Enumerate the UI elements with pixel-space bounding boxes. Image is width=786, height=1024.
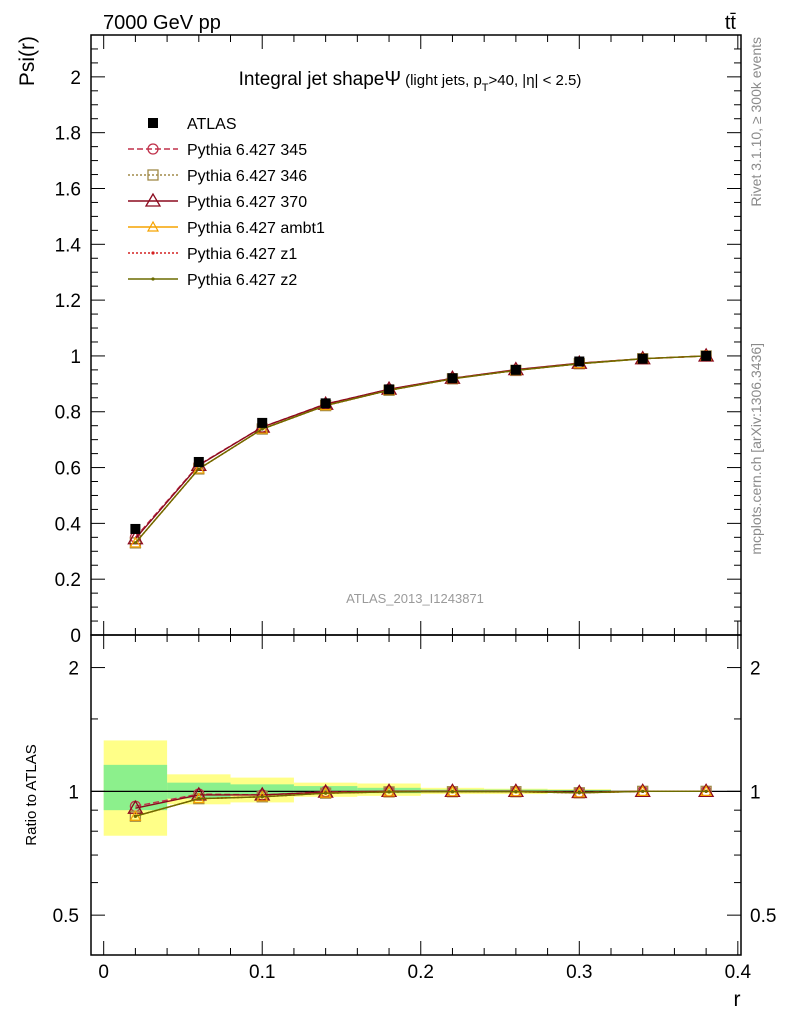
ratio-series-marker <box>514 790 518 794</box>
legend-marker <box>144 192 162 207</box>
ratio-series-marker <box>254 786 271 801</box>
ratio-series-marker <box>571 784 588 799</box>
ratio-series-marker <box>444 783 461 798</box>
legend: ATLAS Pythia 6.427 345 Pythia 6.427 346 Pyt… <box>128 116 325 289</box>
mcplots-label: mcplots.cern.ch [arXiv:1306.3436] <box>748 343 764 555</box>
legend-label: Pythia 6.427 z1 <box>187 246 297 263</box>
main-y-tick-label: 1.8 <box>55 124 81 145</box>
main-y-tick-label: 0.6 <box>55 459 81 480</box>
atlas-data-point <box>510 364 521 375</box>
process-label: tt̄ <box>725 12 737 34</box>
ratio-series-marker <box>127 799 144 814</box>
ratio-y-tick-label: 1 <box>68 782 79 803</box>
main-title-cut-prefix: (light jets, p <box>405 72 482 89</box>
legend-marker <box>151 251 155 255</box>
ratio-plot-panel: 0.5 0.5 1 1 2 2 0 0.1 0.2 0.3 0.4 Ratio to ATLAS r <box>23 634 776 1011</box>
legend-label: Pythia 6.427 z2 <box>187 272 297 289</box>
ratio-series-marker <box>133 814 137 818</box>
main-y-tick-label: 0.2 <box>55 570 81 591</box>
main-series-marker <box>260 427 264 431</box>
atlas-data-point <box>384 384 395 395</box>
legend-label: Pythia 6.427 ambt1 <box>187 220 325 237</box>
x-tick-label: 0.1 <box>249 962 275 983</box>
ratio-series-marker <box>697 783 715 798</box>
energy-label: 7000 GeV pp <box>103 12 221 34</box>
main-y-tick-label: 1.2 <box>55 291 81 312</box>
rivet-label: Rivet 3.1.10, ≥ 300k events <box>748 37 764 207</box>
atlas-data-point <box>320 398 331 409</box>
main-y-tick-label: 1.6 <box>55 179 81 200</box>
legend-marker <box>146 220 160 232</box>
atlas-data-point <box>193 456 204 467</box>
main-y-tick-label: 0.8 <box>55 403 81 424</box>
ratio-y-tick-label-right: 2 <box>750 659 761 680</box>
ratio-band-inner <box>167 782 231 799</box>
legend-marker-atlas <box>148 118 158 128</box>
main-title: Integral jet shapeΨ (light jets, pT>40, |… <box>239 68 582 94</box>
ratio-series-marker <box>324 791 328 795</box>
x-tick-label: 0.3 <box>566 962 592 983</box>
ratio-y-tick-label: 2 <box>68 659 79 680</box>
legend-marker <box>151 277 155 281</box>
ratio-series-marker <box>577 791 581 795</box>
legend-label: Pythia 6.427 370 <box>187 194 307 211</box>
main-y-tick-label: 2 <box>70 68 81 89</box>
main-title-text: Integral jet shape <box>239 69 385 90</box>
ratio-series-marker <box>387 790 391 794</box>
main-series-marker <box>197 467 201 471</box>
ratio-y-axis-label: Ratio to ATLAS <box>23 744 40 845</box>
atlas-data-point <box>574 356 585 367</box>
main-title-cut-sub: T <box>482 82 489 94</box>
x-axis-label: r <box>734 988 741 1011</box>
legend-label-atlas: ATLAS <box>187 116 237 133</box>
main-series-marker <box>192 462 205 474</box>
main-series-line <box>134 355 707 540</box>
x-tick-label: 0 <box>98 962 109 983</box>
ratio-series-line <box>135 790 707 817</box>
ratio-series-marker <box>641 789 645 793</box>
ratio-band-inner <box>293 786 358 794</box>
main-plot-panel: 0 0.2 0.4 0.6 0.8 1 1.2 1.4 1.6 1.8 2 Integral jet… <box>16 34 742 647</box>
main-series-line <box>134 355 707 544</box>
main-y-tick-label: 1 <box>70 347 81 368</box>
ratio-plot-frame <box>90 634 742 956</box>
ratio-series-marker <box>197 797 201 801</box>
ratio-y-tick-label-right: 1 <box>750 782 761 803</box>
legend-label: Pythia 6.427 345 <box>187 142 307 159</box>
main-title-cut-suffix: >40, |η| < 2.5) <box>489 72 582 89</box>
main-y-tick-label: 1.4 <box>55 235 82 256</box>
x-tick-label: 0.2 <box>408 962 434 983</box>
ratio-series-marker <box>260 795 264 799</box>
ratio-y-tick-label-right: 0.5 <box>750 906 776 927</box>
ratio-series-marker <box>507 783 525 798</box>
legend-label: Pythia 6.427 346 <box>187 168 307 185</box>
main-y-axis-label: Psi(r) <box>16 36 39 86</box>
atlas-data-point <box>637 353 648 364</box>
main-series-marker <box>129 536 142 548</box>
legend-marker <box>147 169 159 181</box>
ratio-y-tick-label: 0.5 <box>53 906 79 927</box>
ratio-series-marker <box>450 790 455 794</box>
main-y-tick-label: 0.4 <box>55 514 82 535</box>
atlas-data-point <box>447 373 458 384</box>
x-tick-label: 0.4 <box>725 962 752 983</box>
atlas-data-point <box>701 350 712 361</box>
atlas-data-point <box>257 417 268 428</box>
ratio-series-marker <box>704 789 708 793</box>
atlas-data-point <box>130 523 141 534</box>
main-y-tick-label: 0 <box>70 626 81 647</box>
main-series-marker <box>133 541 137 545</box>
main-title-psi: Ψ <box>384 68 401 90</box>
watermark-label: ATLAS_2013_I1243871 <box>346 591 484 606</box>
legend-marker <box>147 143 159 155</box>
ratio-series-marker <box>634 783 651 798</box>
